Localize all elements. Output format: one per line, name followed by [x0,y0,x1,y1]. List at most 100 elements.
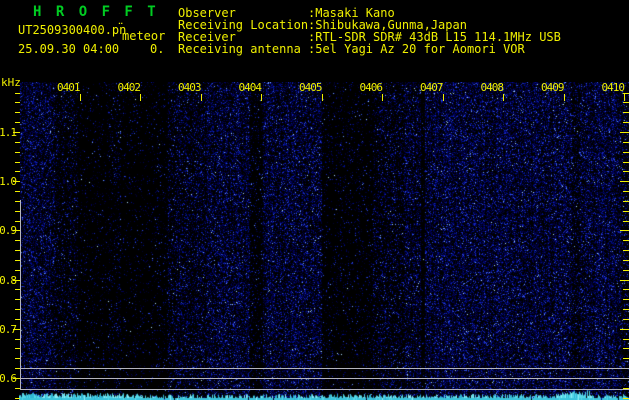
tick-mark [623,191,629,192]
tick-mark [15,270,20,271]
time-tick-mark [261,94,262,101]
tick-mark [13,230,20,232]
freq-tick-label: 0.6 [0,372,17,385]
time-tick-label: 0407 [420,81,444,94]
tick-mark [623,211,629,212]
app-title: H R O F F T [33,4,159,20]
tick-mark [623,348,629,349]
time-tick-label: 0404 [238,81,263,94]
time-tick-mark [80,94,81,101]
tick-mark [623,358,629,359]
tick-mark [623,398,629,399]
tick-mark [620,279,629,281]
tick-mark [15,398,20,399]
tick-mark [15,309,20,310]
tick-mark [15,171,20,172]
tick-mark [620,230,629,232]
info-value: :RTL-SDR SDR# 43dB L15 114.1MHz USB [308,30,561,44]
info-value: :Masaki Kano [308,6,395,20]
tick-mark [15,368,20,369]
tick-mark [623,339,629,340]
tick-mark [15,289,20,290]
time-tick-mark [624,94,625,101]
tick-mark [623,309,629,310]
tick-mark [13,181,20,183]
tick-mark [623,112,629,113]
time-tick-label: 0406 [359,81,384,94]
datetime-text: 25.09.30 04:00 [18,42,120,56]
info-value: :Shibukawa,Gunma,Japan [308,18,467,32]
time-tick-mark [382,94,383,101]
tick-mark [15,152,20,153]
freq-tick-label: 0.9 [0,224,17,238]
tick-mark [623,319,629,320]
freq-tick-label: 1.0 [0,175,17,189]
tick-mark [15,250,20,251]
time-tick-mark [443,94,444,101]
info-label: Observer [178,6,236,20]
time-tick-label: 0409 [541,81,565,94]
freq-tick-label: 0.7 [0,322,17,336]
time-tick-mark [140,94,141,101]
reference-line [20,378,629,379]
time-tick-mark [564,94,565,101]
time-tick-mark [201,94,202,101]
tick-mark [15,388,20,389]
tick-mark [15,211,20,212]
spectrogram-canvas [19,82,629,400]
tick-mark [623,289,629,290]
tick-mark [13,279,20,281]
tick-mark [15,191,20,192]
count-range-marker [20,200,21,390]
tick-mark [15,201,20,202]
tick-mark [623,152,629,153]
tick-mark [13,132,20,133]
tick-mark [15,348,20,349]
time-tick-label: 0402 [117,81,142,94]
time-tick-mark [322,94,323,101]
freq-tick-label: 1.1 [0,126,17,139]
tick-mark [623,102,629,103]
tick-mark [15,142,20,143]
tick-mark [623,221,629,222]
reference-line [20,368,629,369]
tick-mark [15,358,20,359]
freq-tick-label: 0.8 [0,273,17,287]
tick-mark [623,250,629,251]
time-tick-mark [503,94,504,101]
tick-mark [623,299,629,300]
tick-mark [623,171,629,172]
tick-mark [15,240,20,241]
time-tick-label: 0405 [299,81,323,94]
tick-mark [623,93,629,94]
tick-mark [15,319,20,320]
tick-mark [623,388,629,389]
reference-line [20,389,629,390]
info-label: Receiving antenna [178,42,301,56]
info-label: Receiving Location [178,18,309,32]
tick-mark [13,328,20,330]
tick-mark [623,201,629,202]
tick-mark [15,122,20,123]
info-value: :5el Yagi Az 20 for Aomori VOR [308,42,525,56]
time-tick-label: 0408 [480,81,505,94]
time-tick-label: 0401 [57,81,81,94]
tick-mark [620,328,629,330]
tick-mark [15,112,20,113]
tick-mark [623,122,629,123]
tick-mark [623,260,629,261]
tick-mark [623,240,629,241]
tick-mark [13,378,20,379]
time-tick-label: 0410 [601,81,626,94]
tick-mark [620,132,629,133]
tick-mark [623,142,629,143]
tick-mark [15,299,20,300]
tick-mark [15,221,20,222]
time-tick-label: 0403 [178,81,202,94]
tick-mark [15,93,20,94]
info-label: Receiver [178,30,236,44]
filename-text: UT2509300400.pn [18,23,127,37]
echo-count-text: 0. [150,42,165,56]
tick-mark [15,102,20,103]
